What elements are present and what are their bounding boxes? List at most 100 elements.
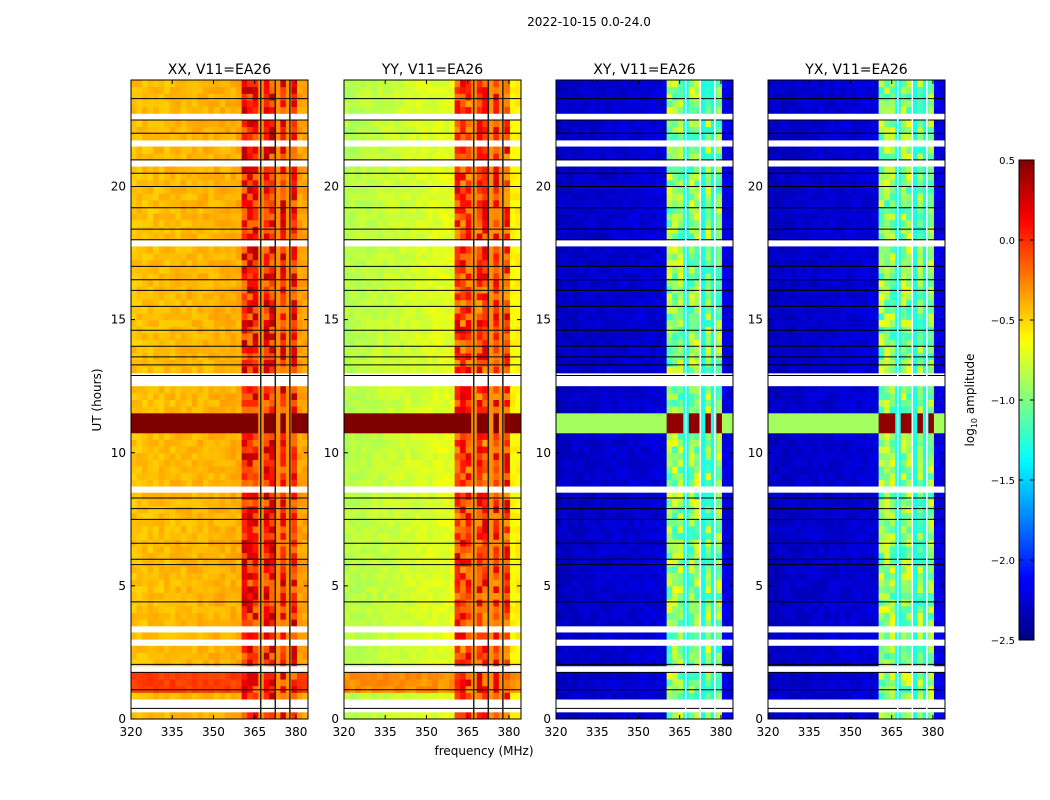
heatmap-cell [360, 579, 367, 587]
heatmap-cell [208, 559, 215, 567]
heatmap-cell [388, 226, 395, 234]
heatmap-cell [131, 572, 138, 580]
heatmap-cell [236, 512, 243, 520]
heatmap-cell [142, 545, 149, 554]
heatmap-cell [269, 419, 276, 427]
heatmap-cell [399, 479, 406, 487]
heatmap-cell [509, 213, 516, 221]
heatmap-cell [280, 279, 287, 287]
heatmap-cell [225, 233, 232, 241]
heatmap-cell [366, 479, 373, 487]
heatmap-cell [280, 439, 287, 447]
heatmap-cell [247, 80, 254, 88]
heatmap-cell [175, 459, 182, 467]
heatmap-cell [377, 652, 384, 660]
heatmap-cell [498, 512, 505, 520]
heatmap-cell [153, 219, 160, 227]
heatmap-cell [180, 266, 187, 274]
heatmap-cell [219, 233, 226, 241]
heatmap-cell [399, 452, 406, 460]
heatmap-cell [498, 213, 505, 221]
heatmap-cell [142, 659, 149, 667]
heatmap-cell [382, 219, 389, 227]
heatmap-cell [236, 392, 243, 400]
heatmap-cell [280, 259, 287, 267]
heatmap-cell [399, 599, 406, 607]
heatmap-cell [175, 519, 182, 527]
heatmap-cell [498, 565, 505, 574]
heatmap-cell [443, 659, 450, 667]
heatmap-cell [449, 659, 456, 667]
heatmap-cell [509, 366, 516, 374]
heatmap-cell [515, 672, 522, 680]
heatmap-cell [482, 399, 489, 407]
heatmap-cell [449, 519, 456, 527]
heatmap-cell [269, 173, 276, 181]
heatmap-cell [169, 479, 176, 487]
heatmap-cell [164, 492, 171, 500]
heatmap-cell [186, 153, 193, 161]
heatmap-cell [136, 519, 143, 527]
heatmap-cell [236, 419, 243, 427]
heatmap-cell [476, 492, 483, 500]
heatmap-cell [355, 592, 362, 600]
heatmap-cell [252, 312, 259, 321]
heatmap-cell [147, 525, 154, 534]
heatmap-cell [515, 512, 522, 520]
heatmap-cell [236, 233, 243, 241]
heatmap-cell [147, 585, 154, 594]
heatmap-cell [247, 293, 254, 301]
heatmap-cell [263, 279, 270, 287]
heatmap-cell [393, 293, 400, 301]
heatmap-cell [404, 359, 411, 367]
heatmap-cell [213, 652, 220, 660]
heatmap-cell [263, 366, 270, 374]
heatmap-cell [302, 432, 309, 440]
heatmap-cell [186, 439, 193, 447]
heatmap-cell [404, 605, 411, 613]
heatmap-cell [509, 346, 516, 354]
heatmap-cell [180, 126, 187, 134]
heatmap-cell [296, 246, 303, 254]
heatmap-cell [252, 133, 259, 141]
heatmap-cell [236, 359, 243, 367]
heatmap-cell [465, 426, 472, 434]
heatmap-cell [432, 346, 439, 354]
heatmap-cell [443, 199, 450, 207]
heatmap-cell [280, 459, 287, 467]
heatmap-cell [360, 246, 367, 254]
heatmap-cell [465, 332, 472, 341]
heatmap-cell [291, 652, 298, 660]
heatmap-cell [280, 146, 287, 154]
heatmap-cell [142, 559, 149, 567]
heatmap-cell [404, 246, 411, 254]
heatmap-cell [438, 679, 445, 687]
heatmap-cell [208, 306, 215, 314]
heatmap-cell [465, 359, 472, 367]
heatmap-cell [164, 579, 171, 587]
heatmap-cell [487, 506, 494, 514]
heatmap-cell [225, 506, 232, 514]
heatmap-cell [377, 545, 384, 554]
heatmap-cell [213, 153, 220, 161]
heatmap-cell [236, 273, 243, 281]
heatmap-cell [355, 579, 362, 587]
heatmap-cell [377, 612, 384, 620]
heatmap-cell [388, 532, 395, 540]
heatmap-cell [438, 619, 445, 627]
heatmap-cell [153, 552, 160, 560]
heatmap-cell [460, 612, 467, 620]
heatmap-cell [274, 332, 281, 341]
heatmap-cell [263, 692, 270, 700]
heatmap-cell [371, 266, 378, 274]
heatmap-cell [509, 559, 516, 567]
heatmap-cell [169, 406, 176, 414]
heatmap-cell [142, 525, 149, 534]
heatmap-cell [382, 532, 389, 540]
heatmap-cell [230, 512, 237, 520]
heatmap-cell [202, 426, 209, 434]
heatmap-cell [399, 399, 406, 407]
heatmap-cell [180, 173, 187, 181]
y-axis-label: UT (hours) [90, 368, 104, 431]
heatmap-cell [377, 346, 384, 354]
